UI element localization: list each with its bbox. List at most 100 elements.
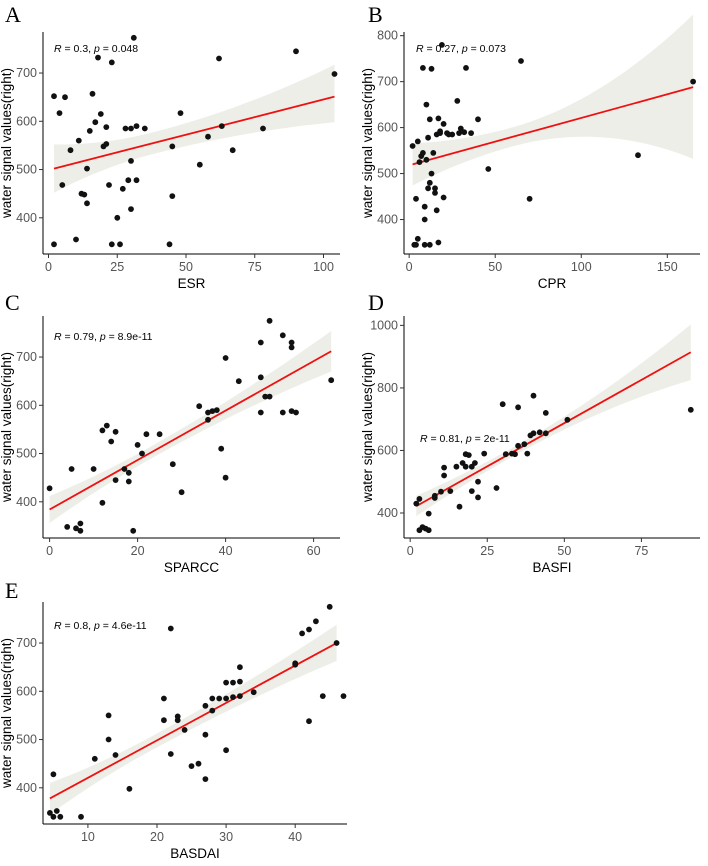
x-tick-label: 75 [248, 260, 262, 274]
data-point [218, 123, 225, 129]
panel-letter: D [368, 290, 384, 315]
data-point [475, 494, 481, 501]
data-point [222, 474, 229, 481]
data-point [141, 125, 148, 132]
data-point [91, 755, 98, 762]
data-point [435, 239, 442, 246]
data-point [456, 503, 463, 510]
data-point [279, 332, 286, 339]
x-tick-label: 10 [81, 830, 95, 844]
data-point [453, 463, 460, 470]
data-point [205, 133, 211, 140]
x-tick-label: 20 [131, 544, 145, 558]
x-tick-label: 150 [657, 260, 678, 274]
data-point [202, 702, 209, 709]
data-point [108, 438, 115, 445]
data-point [161, 717, 167, 724]
data-point [47, 810, 53, 816]
data-point [133, 123, 140, 129]
data-point [125, 177, 132, 184]
y-tick-label: 800 [377, 29, 398, 43]
data-point [105, 736, 112, 743]
chart-panel-a: A 400 500 600 700 0 25 50 75 100 ESR water signal v… [0, 2, 340, 291]
correlation-annotation: R = 0.27, p = 0.073 [416, 43, 506, 55]
y-tick-label: 700 [377, 75, 398, 89]
data-point [112, 428, 119, 435]
data-point [92, 119, 99, 126]
data-point [134, 442, 141, 448]
data-point [218, 445, 225, 452]
x-axis-label: BASFI [532, 560, 571, 575]
data-point [306, 626, 312, 633]
data-point [475, 116, 481, 123]
chart-panel-d: D 400 600 800 1000 0 25 50 75 BASFI water signal v… [360, 290, 700, 575]
data-point [62, 94, 68, 101]
regression-line [53, 95, 335, 170]
x-tick-label: 100 [313, 260, 334, 274]
data-point [454, 98, 461, 104]
y-tick-label: 800 [377, 381, 398, 395]
data-point [521, 441, 528, 448]
data-point [237, 678, 243, 685]
data-point [293, 48, 299, 55]
data-point [112, 752, 119, 758]
data-point [414, 235, 421, 242]
data-point [266, 317, 273, 324]
data-point [125, 469, 132, 476]
data-point [512, 451, 518, 458]
data-point [333, 640, 340, 646]
data-point [313, 618, 319, 625]
data-point [430, 150, 437, 156]
correlation-annotation: R = 0.8, p = 4.6e-11 [54, 620, 147, 632]
data-point [481, 450, 488, 457]
data-point [420, 65, 426, 71]
data-point [468, 488, 475, 494]
data-point [425, 527, 432, 534]
data-point [257, 374, 264, 381]
data-point [50, 813, 57, 820]
data-point [209, 408, 216, 414]
data-point [139, 450, 145, 457]
confidence-band [49, 624, 337, 815]
x-tick-label: 60 [307, 544, 321, 558]
data-point [515, 404, 521, 411]
data-point [426, 241, 433, 248]
data-point [425, 510, 432, 517]
data-point [202, 776, 209, 782]
data-point [493, 485, 500, 491]
data-point [178, 489, 185, 496]
data-point [68, 466, 75, 472]
data-point [223, 679, 230, 686]
data-point [262, 393, 269, 400]
data-point [51, 93, 57, 100]
confidence-band [412, 14, 694, 186]
data-point [196, 161, 203, 168]
data-point [64, 524, 71, 530]
data-point [475, 478, 481, 485]
x-tick-label: 75 [634, 544, 648, 558]
data-point [59, 182, 66, 188]
data-point [326, 603, 333, 610]
data-point [440, 194, 447, 201]
y-tick-label: 1000 [370, 318, 398, 332]
y-tick-label: 500 [16, 163, 37, 177]
data-point [106, 182, 112, 188]
data-point [257, 409, 264, 416]
y-tick-label: 600 [16, 684, 37, 698]
data-point [468, 130, 474, 137]
x-tick-label: 40 [288, 830, 302, 844]
data-point [292, 661, 299, 668]
data-point [128, 125, 134, 132]
y-tick-label: 400 [377, 506, 398, 520]
regression-line [49, 350, 332, 511]
data-point [122, 125, 129, 132]
data-point [421, 216, 428, 223]
x-tick-label: 50 [557, 544, 571, 558]
data-point [462, 463, 469, 470]
data-point [485, 166, 492, 172]
data-point [441, 464, 447, 471]
y-tick-label: 400 [377, 213, 398, 227]
data-point [421, 241, 428, 248]
x-tick-label: 0 [46, 544, 53, 558]
data-point [205, 409, 211, 416]
